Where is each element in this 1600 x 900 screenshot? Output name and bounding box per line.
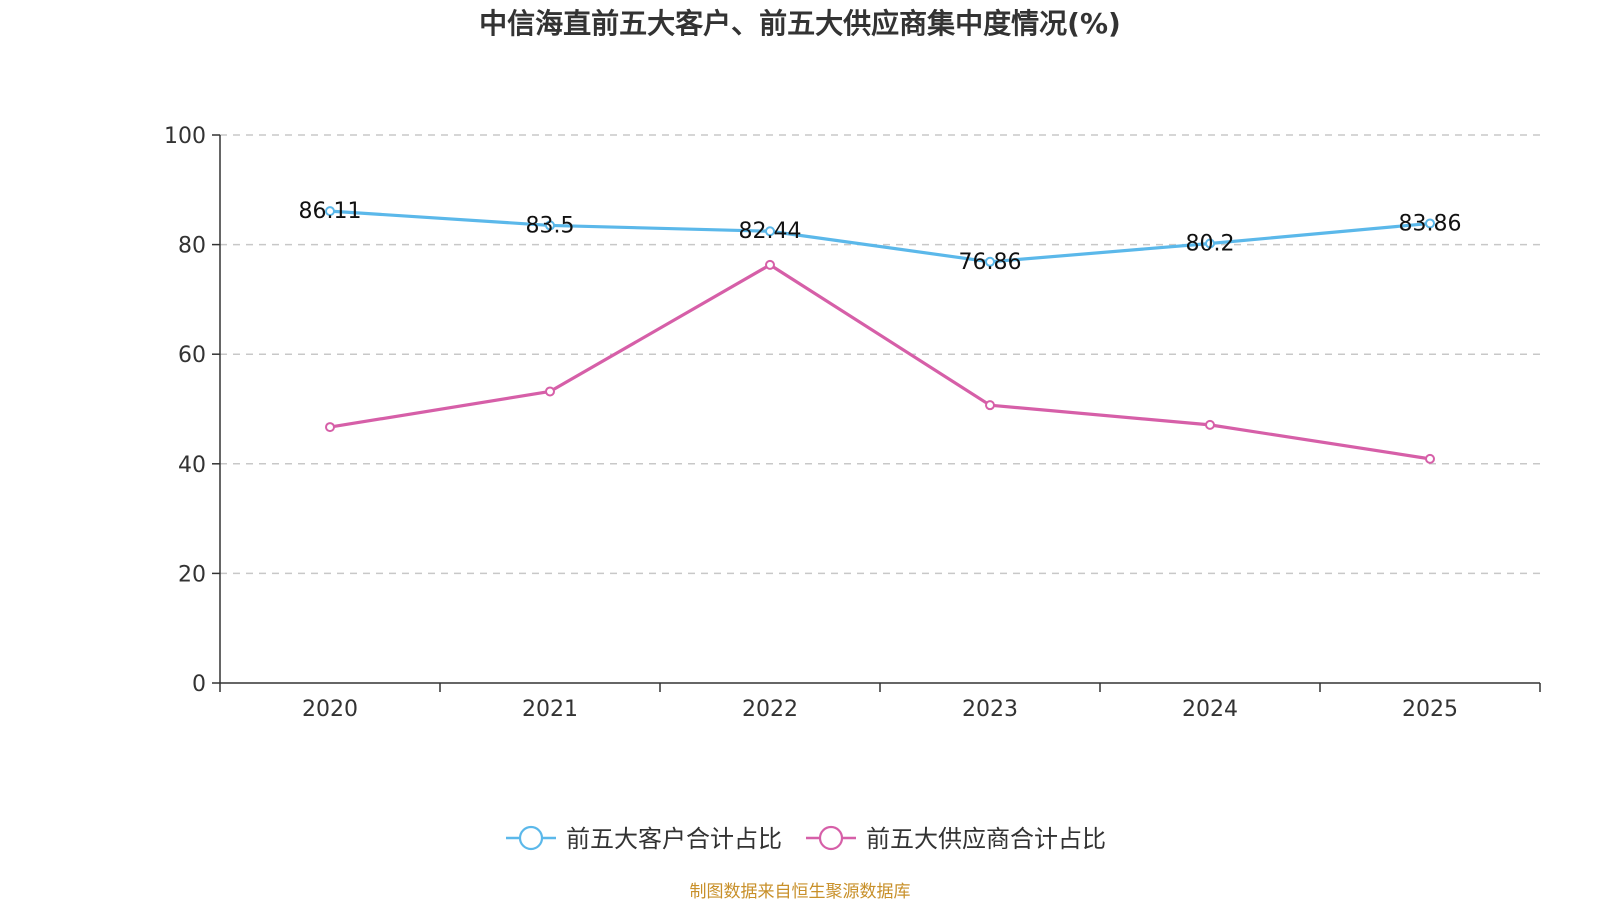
x-tick-label: 2021	[522, 697, 578, 722]
source-note: 制图数据来自恒生聚源数据库	[690, 882, 911, 900]
legend[interactable]: 前五大客户合计占比 前五大供应商合计占比	[506, 825, 1106, 853]
data-point	[765, 259, 775, 270]
data-point	[545, 386, 555, 397]
data-label: 83.86	[1399, 211, 1462, 236]
data-point	[1205, 238, 1215, 249]
data-label: 83.5	[526, 213, 575, 238]
legend-marker	[518, 825, 544, 851]
data-point	[325, 422, 335, 433]
data-point	[545, 220, 555, 231]
data-point	[1205, 419, 1215, 430]
data-point	[765, 226, 775, 237]
x-tick-label: 2020	[302, 697, 358, 722]
legend-item-2[interactable]: 前五大供应商合计占比	[806, 825, 1106, 853]
data-point	[325, 206, 335, 217]
data-label: 76.86	[959, 250, 1022, 275]
series-line-1	[329, 209, 1431, 264]
legend-label: 前五大供应商合计占比	[866, 825, 1106, 853]
data-point	[985, 400, 995, 411]
chart-title: 中信海直前五大客户、前五大供应商集中度情况(%)	[479, 7, 1121, 40]
y-tick-label: 100	[164, 124, 206, 149]
y-tick-label: 80	[178, 234, 206, 259]
legend-item-1[interactable]: 前五大客户合计占比	[506, 825, 782, 853]
data-point	[985, 256, 995, 267]
y-tick-label: 20	[178, 562, 206, 587]
data-label: 86.11	[299, 199, 362, 224]
legend-marker	[818, 825, 844, 851]
series-line-2	[329, 263, 1431, 461]
y-tick-label: 40	[178, 453, 206, 478]
x-tick-label: 2025	[1402, 697, 1458, 722]
grid-layer	[220, 134, 1540, 575]
data-point	[1425, 218, 1435, 229]
x-tick-label: 2023	[962, 697, 1018, 722]
series-layer	[325, 206, 1435, 464]
y-tick-label: 0	[192, 672, 206, 697]
y-tick-label: 60	[178, 343, 206, 368]
x-tick-label: 2022	[742, 697, 798, 722]
data-label: 82.44	[739, 219, 802, 244]
axis-layer: 0 20 40 60 80 100 2020 2021 2022 2023 2024 2025	[164, 124, 1541, 722]
data-point	[1425, 453, 1435, 464]
x-tick-label: 2024	[1182, 697, 1238, 722]
data-label: 80.2	[1186, 232, 1235, 257]
label-layer: 86.11 83.5 82.44 76.86 80.2 83.86	[299, 199, 1462, 275]
legend-label: 前五大客户合计占比	[566, 825, 782, 853]
